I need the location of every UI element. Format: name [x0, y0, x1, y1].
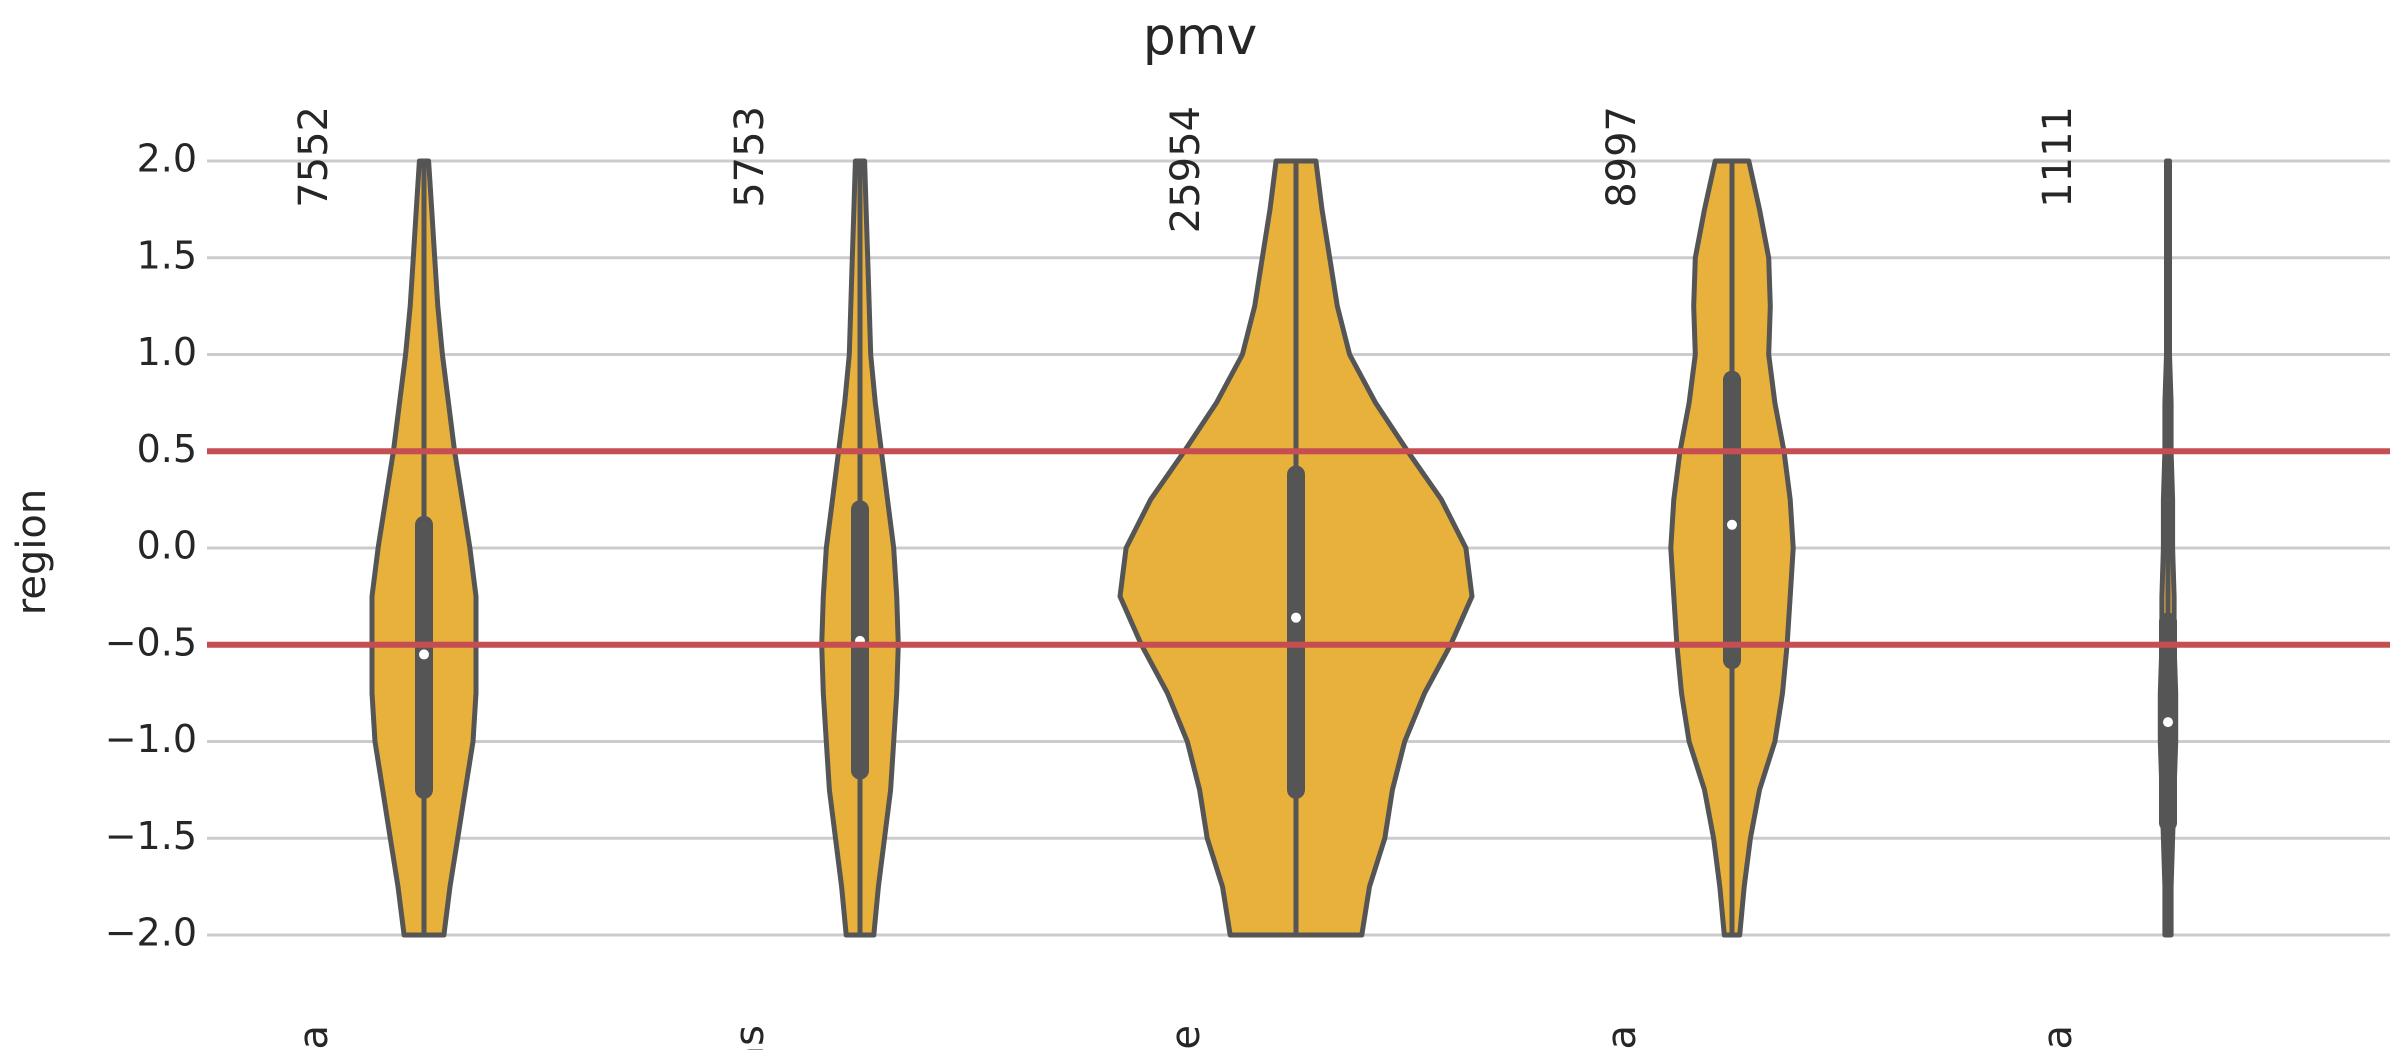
count-label: 1111: [2035, 106, 2081, 208]
y-tick-label: −2.0: [105, 911, 197, 955]
count-label: 7552: [291, 106, 337, 208]
median-dot: [419, 649, 429, 660]
count-label: 25954: [1163, 106, 1209, 233]
count-label: 8997: [1599, 106, 1645, 208]
median-dot: [1291, 612, 1301, 623]
y-tick-label: −0.5: [105, 620, 197, 664]
x-tick-label: americas: [727, 1025, 773, 1050]
y-tick-label: 0.5: [137, 427, 197, 471]
chart-title: pmv: [1143, 7, 1257, 67]
y-axis-label: region: [9, 489, 55, 616]
x-tick-label: africa: [2035, 1025, 2081, 1050]
y-tick-label: −1.0: [105, 717, 197, 761]
y-tick-label: −1.5: [105, 814, 197, 858]
y-tick-label: 0.0: [137, 524, 197, 568]
median-dot: [1727, 519, 1737, 530]
y-tick-label: 2.0: [137, 137, 197, 181]
median-dot: [2163, 717, 2173, 728]
y-tick-label: 1.0: [137, 330, 197, 374]
x-tick-label: asia: [1599, 1025, 1645, 1050]
count-label: 5753: [727, 106, 773, 208]
x-tick-label: europe: [1163, 1025, 1209, 1050]
y-tick-label: 1.5: [137, 233, 197, 277]
x-tick-label: oceania: [291, 1025, 337, 1050]
